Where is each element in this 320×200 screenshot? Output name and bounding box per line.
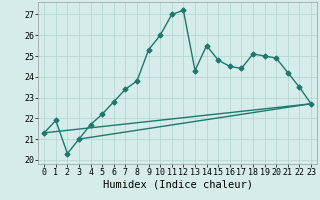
X-axis label: Humidex (Indice chaleur): Humidex (Indice chaleur) — [103, 180, 252, 190]
